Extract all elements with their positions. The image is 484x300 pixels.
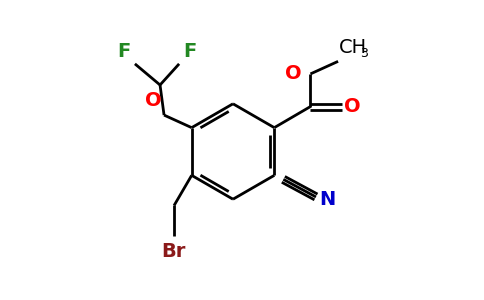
Text: F: F: [118, 42, 131, 61]
Text: CH: CH: [339, 38, 367, 57]
Text: O: O: [344, 97, 361, 116]
Text: N: N: [319, 190, 336, 209]
Text: O: O: [145, 91, 162, 110]
Text: O: O: [285, 64, 301, 83]
Text: 3: 3: [360, 47, 367, 60]
Text: F: F: [183, 42, 197, 61]
Text: Br: Br: [161, 242, 185, 261]
